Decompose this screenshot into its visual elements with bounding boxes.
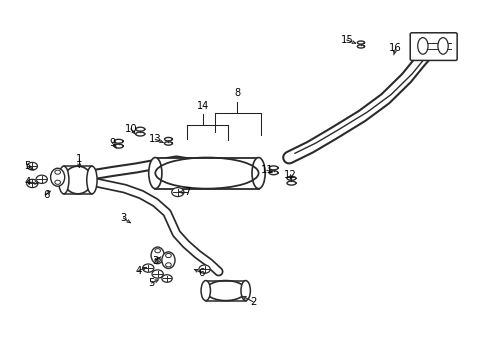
FancyBboxPatch shape	[409, 33, 456, 60]
Circle shape	[142, 264, 154, 272]
Ellipse shape	[417, 37, 427, 54]
Text: 8: 8	[234, 88, 240, 98]
Text: 7: 7	[183, 187, 190, 197]
Text: 5: 5	[148, 278, 154, 288]
Text: 13: 13	[149, 134, 162, 144]
Circle shape	[55, 180, 61, 184]
Circle shape	[165, 263, 171, 267]
Text: 6: 6	[198, 267, 204, 278]
Text: 11: 11	[260, 165, 273, 175]
Ellipse shape	[201, 280, 210, 301]
Text: 10: 10	[124, 124, 137, 134]
Text: 6: 6	[43, 189, 49, 199]
Circle shape	[199, 265, 210, 273]
Text: 9: 9	[109, 138, 115, 148]
Circle shape	[152, 270, 163, 278]
Text: 3: 3	[120, 213, 126, 223]
Text: 12: 12	[284, 170, 296, 180]
Ellipse shape	[162, 252, 175, 269]
Text: 15: 15	[340, 35, 352, 45]
Circle shape	[171, 188, 183, 197]
Ellipse shape	[51, 168, 64, 186]
Ellipse shape	[63, 166, 92, 194]
Text: 1: 1	[76, 154, 82, 163]
Circle shape	[55, 170, 61, 174]
Circle shape	[162, 275, 172, 282]
Text: 3: 3	[152, 256, 158, 266]
Text: 4: 4	[136, 266, 142, 275]
Ellipse shape	[86, 166, 97, 194]
Text: 5: 5	[24, 161, 31, 171]
Text: 4: 4	[24, 177, 31, 187]
Ellipse shape	[151, 247, 164, 264]
Ellipse shape	[205, 280, 245, 301]
Circle shape	[27, 179, 38, 188]
Ellipse shape	[251, 158, 264, 189]
Text: 16: 16	[388, 43, 401, 53]
Ellipse shape	[59, 166, 69, 194]
Ellipse shape	[241, 280, 250, 301]
Ellipse shape	[437, 37, 447, 54]
Ellipse shape	[148, 158, 162, 189]
Text: 2: 2	[249, 297, 256, 307]
FancyBboxPatch shape	[155, 158, 258, 189]
Circle shape	[155, 249, 160, 253]
Text: 14: 14	[197, 101, 209, 111]
Circle shape	[27, 162, 38, 170]
Circle shape	[155, 258, 160, 262]
Circle shape	[165, 253, 171, 258]
Circle shape	[36, 175, 47, 184]
